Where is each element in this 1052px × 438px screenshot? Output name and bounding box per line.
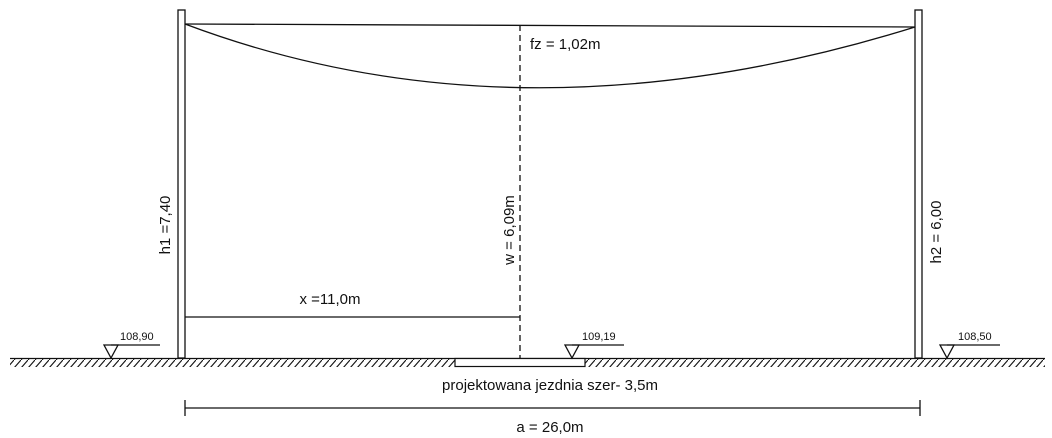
x-label: x =11,0m (299, 291, 360, 308)
span-dimension (184, 400, 921, 416)
pole-left (177, 9, 186, 359)
level-right: 108,50 (958, 331, 992, 343)
pole-right (914, 9, 923, 359)
sag-label: fz = 1,02m (530, 36, 600, 53)
h2-label: h2 = 6,00 (928, 201, 945, 264)
span-label: a = 26,0m (516, 419, 583, 436)
road (454, 357, 586, 368)
level-mid: 109,19 (582, 331, 616, 343)
h1-label: h1 =7,40 (157, 196, 174, 255)
road-label: projektowana jezdnia szer- 3,5m (442, 377, 658, 394)
level-markers (102, 344, 1000, 360)
chord-line (184, 23, 916, 28)
w-label: w = 6,09m (501, 195, 518, 266)
level-left: 108,90 (120, 331, 154, 343)
catenary (184, 23, 916, 89)
